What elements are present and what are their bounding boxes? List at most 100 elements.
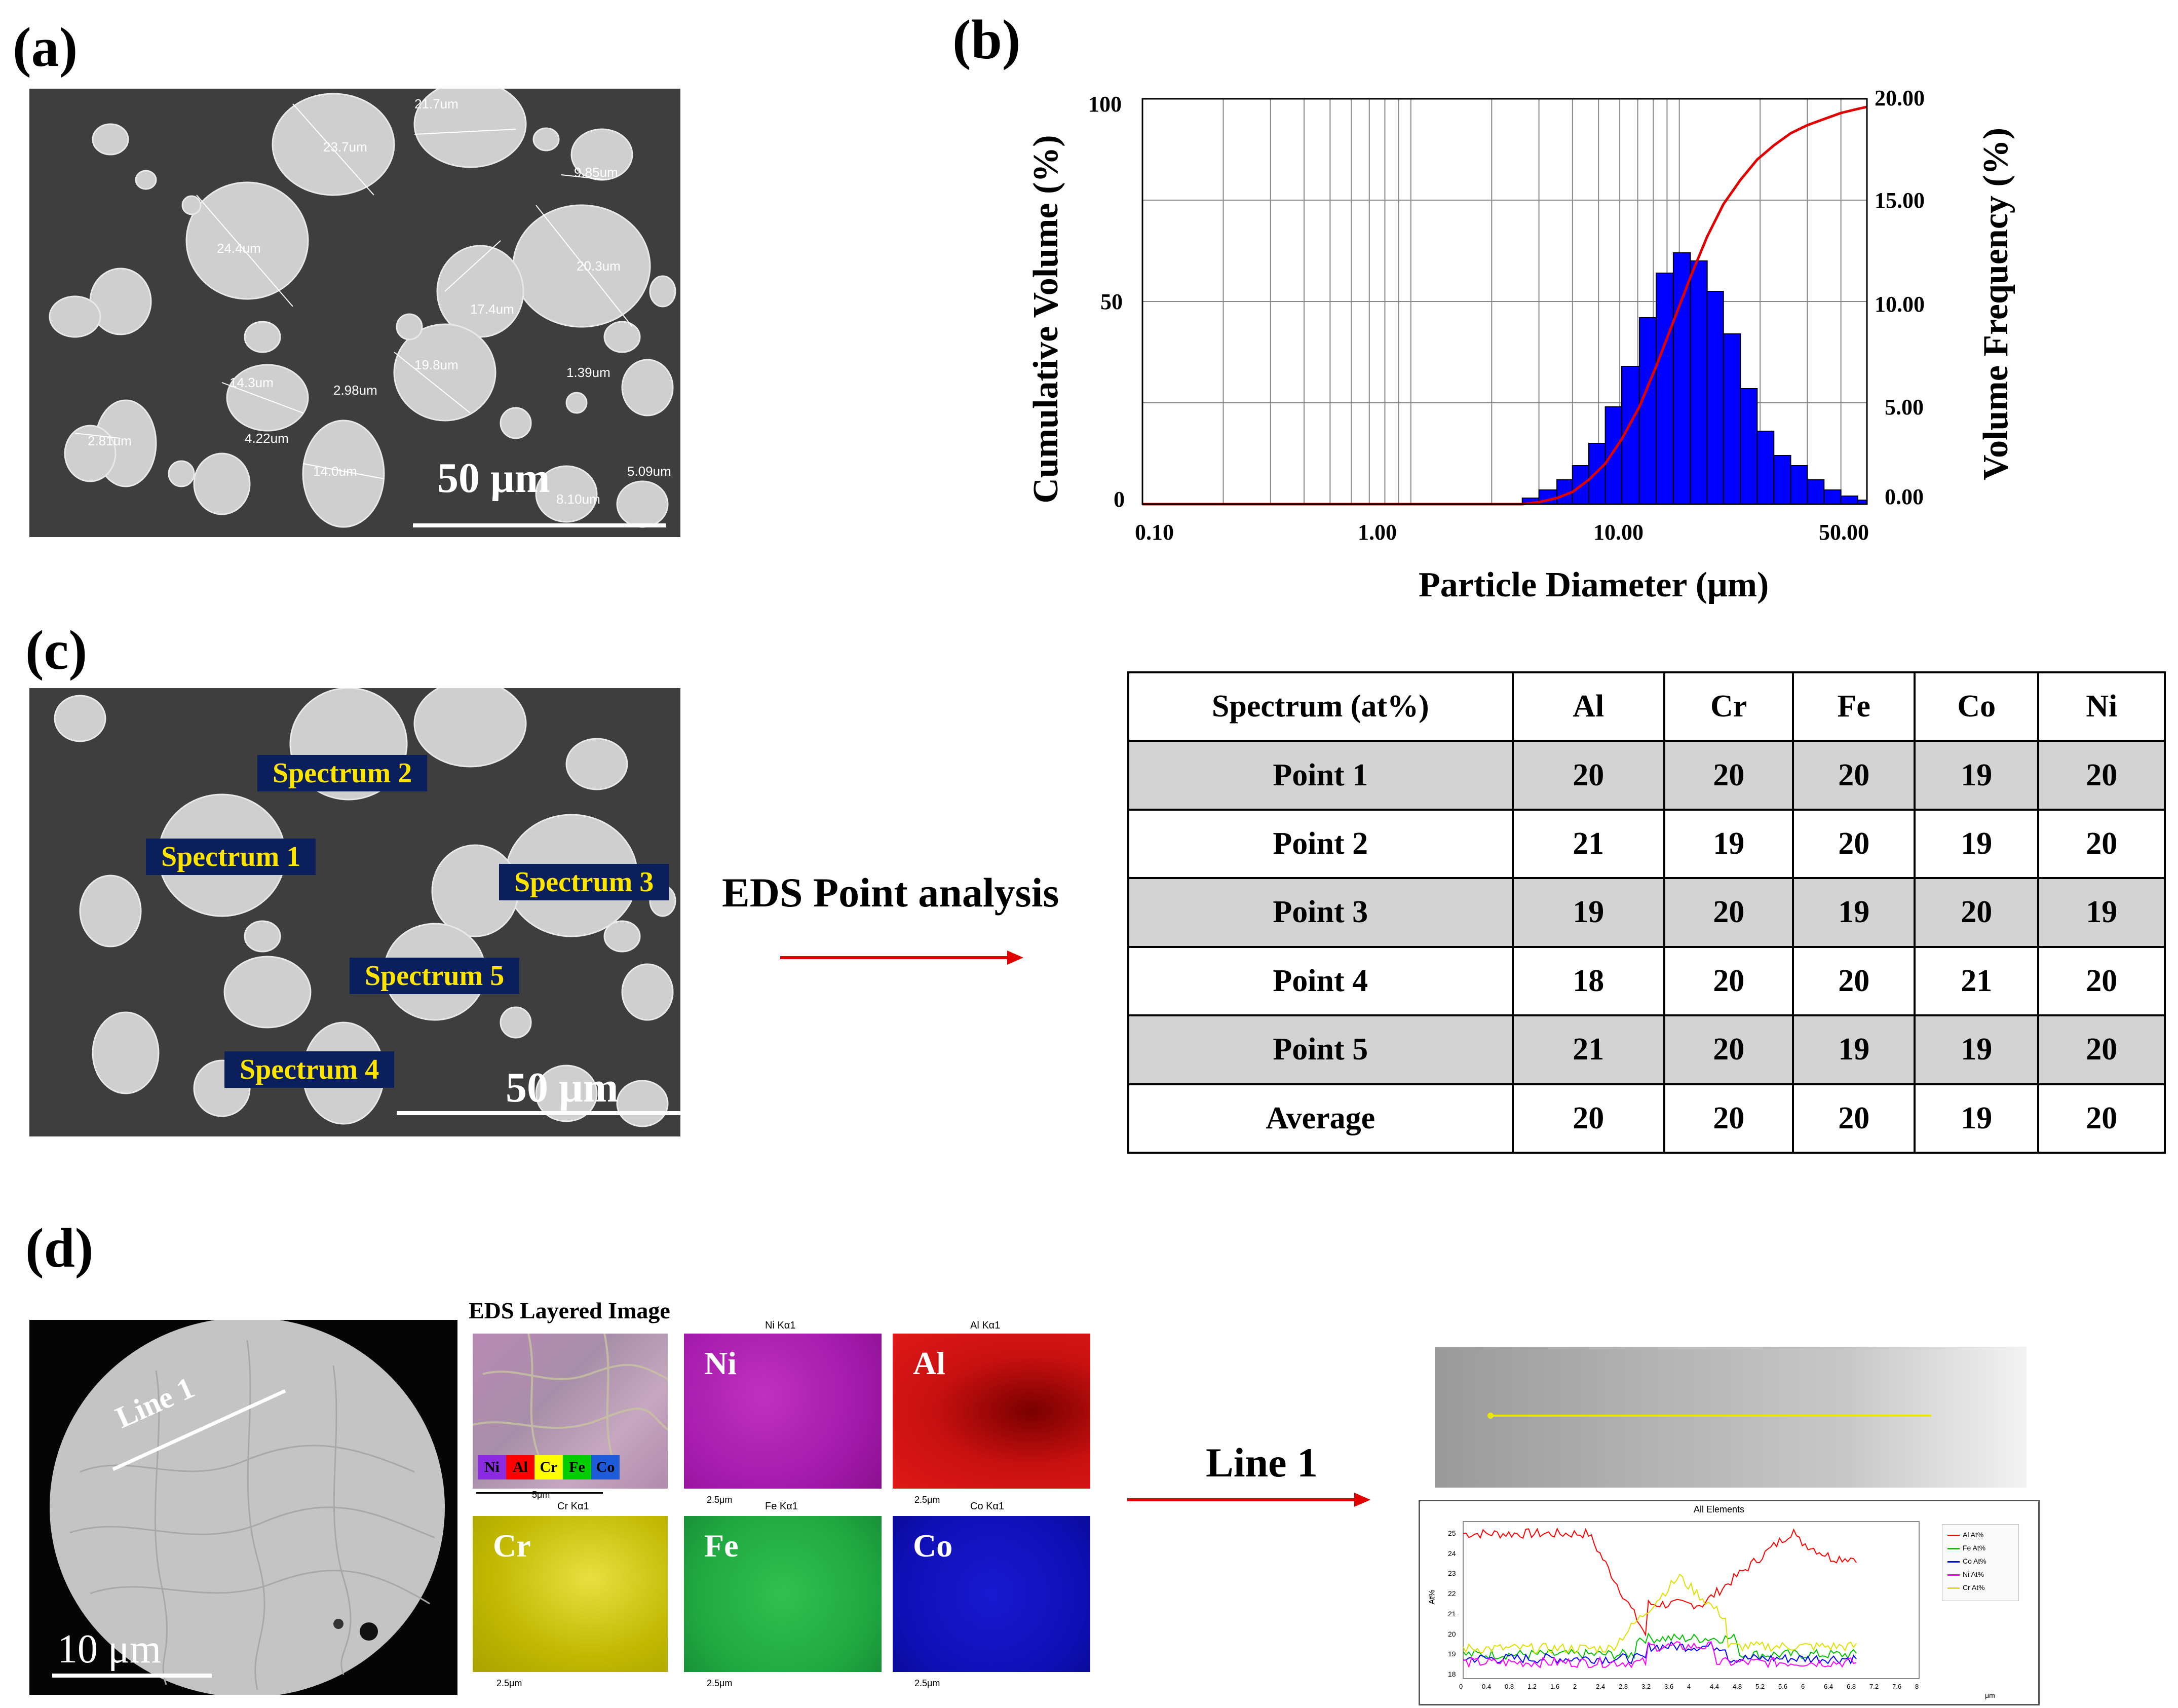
linescan-x-tick: 4.8: [1733, 1683, 1742, 1690]
map-label-cr: Cr: [493, 1528, 531, 1564]
legend-text: Fe At%: [1963, 1544, 1986, 1552]
sem-image-a: 21.7um 23.7um 24.4um 9.85um 20.3um 17.4u…: [29, 89, 680, 537]
linescan-x-tick: 3.6: [1664, 1683, 1674, 1690]
table-cell: Point 4: [1127, 945, 1514, 1017]
legend-chip-cr: Cr: [534, 1455, 563, 1479]
table-cell: 20: [1663, 740, 1794, 811]
linescan-ylabel: At%: [1428, 1589, 1437, 1605]
spectrum-tag-1: Spectrum 1: [146, 839, 316, 875]
table-cell: 20: [1511, 1083, 1665, 1154]
legend-text: Ni At%: [1963, 1570, 1984, 1578]
table-cell: 20: [1792, 808, 1916, 880]
y-axis-label: Cumulative Volume (%): [1026, 135, 1065, 504]
measure-label: 9.85um: [574, 165, 618, 180]
map-scale-fe: 2.5μm: [707, 1678, 733, 1688]
table-cell: Point 5: [1127, 1014, 1514, 1085]
table-cell: 19: [1792, 1014, 1916, 1085]
linescan-series-line: [1463, 1527, 1857, 1637]
legend-chip-ni: Ni: [478, 1455, 506, 1479]
table-header-row: Spectrum (at%) Al Cr Fe Co Ni: [1127, 671, 2166, 742]
linescan-x-tick: 0: [1459, 1683, 1463, 1690]
linescan-y-tick: 20: [1448, 1629, 1456, 1638]
linescan-xunit: μm: [1985, 1691, 1995, 1699]
y2-tick-label: 15.00: [1875, 188, 1925, 213]
measure-label: 5.09um: [627, 464, 671, 479]
table-cell: 20: [2037, 808, 2166, 880]
histogram-bar: [1638, 317, 1657, 505]
linescan-x-tick: 7.6: [1892, 1683, 1902, 1690]
linescan-y-tick: 25: [1448, 1529, 1456, 1537]
panel-label-b: (b): [952, 9, 1021, 70]
table-row: Point 4 18 20 20 21 20: [1127, 945, 2166, 1017]
linescan-y-tick: 22: [1448, 1589, 1456, 1598]
table-cell: 20: [1792, 1083, 1916, 1154]
map-label-fe: Fe: [704, 1528, 739, 1564]
table-cell: 20: [1663, 945, 1794, 1017]
table-header: Cr: [1663, 671, 1794, 742]
table-cell: 19: [1913, 808, 2040, 880]
table-cell: 20: [1663, 877, 1794, 948]
measure-label: 8.10um: [556, 491, 600, 507]
table-cell: Point 1: [1127, 740, 1514, 811]
table-cell: 19: [1792, 877, 1916, 948]
eds-layered-title: EDS Layered Image: [469, 1298, 670, 1323]
table-cell: Average: [1127, 1083, 1514, 1154]
table-header: Ni: [2037, 671, 2166, 742]
linescan-x-tick: 3.2: [1641, 1683, 1651, 1690]
table-cell: 19: [1913, 740, 2040, 811]
measure-label: 21.7um: [414, 96, 458, 111]
scale-label-d: 10 μm: [57, 1627, 162, 1672]
table-header: Co: [1913, 671, 2040, 742]
table-cell: 20: [1663, 1083, 1794, 1154]
legend-swatch: [1947, 1574, 1960, 1576]
table-cell: 21: [1913, 945, 2040, 1017]
table-cell: 20: [1792, 945, 1916, 1017]
arrow-d: [1127, 1493, 1370, 1507]
legend-swatch: [1947, 1534, 1960, 1536]
histogram-bar: [1706, 291, 1724, 505]
legend-swatch: [1947, 1587, 1960, 1589]
map-ni: Ni: [684, 1334, 882, 1489]
x-tick-label: 0.10: [1135, 520, 1174, 545]
y-tick-label: 100: [1088, 92, 1122, 117]
x-tick-label: 10.00: [1593, 520, 1644, 545]
map-title-ni: Ni Kα1: [765, 1320, 796, 1331]
linescan-title: All Elements: [1694, 1504, 1745, 1514]
map-label-ni: Ni: [704, 1345, 737, 1381]
table-cell: 19: [1913, 1083, 2040, 1154]
measure-label: 14.0um: [313, 464, 357, 479]
table-row: Average 20 20 20 19 20: [1127, 1083, 2166, 1154]
scale-label-c: 50 μm: [506, 1064, 619, 1111]
particle-svg: [50, 1320, 445, 1695]
spectrum-tag-3: Spectrum 3: [499, 864, 669, 900]
measure-label: 1.39um: [566, 365, 610, 380]
layered-scale: 5μm: [532, 1490, 550, 1500]
histogram-bar: [1588, 443, 1606, 505]
line1-arrow-label: Line 1: [1206, 1439, 1318, 1486]
map-al: Al: [893, 1334, 1090, 1489]
table-cell: 19: [1511, 877, 1665, 948]
spectrum-tag-4: Spectrum 4: [224, 1051, 395, 1088]
table-cell: 19: [1913, 1014, 2040, 1085]
layered-texture: [473, 1334, 668, 1466]
linescan-x-tick: 4: [1687, 1683, 1691, 1690]
scale-bar-a: [413, 523, 666, 527]
sem-image-c: Spectrum 2 Spectrum 1 Spectrum 3 Spectru…: [29, 688, 680, 1136]
linescan-y-tick: 24: [1448, 1549, 1456, 1558]
y-tick-label: 50: [1100, 289, 1123, 314]
eds-point-analysis-label: EDS Point analysis: [722, 869, 1059, 916]
table-cell: 20: [1913, 877, 2040, 948]
x-axis-label: Particle Diameter (μm): [1419, 565, 1769, 604]
table-cell: 21: [1511, 808, 1665, 880]
linescan-legend-item: Al At%: [1947, 1531, 1983, 1539]
table-cell: Point 3: [1127, 877, 1514, 948]
table-header: Fe: [1792, 671, 1916, 742]
chart-b: 0.10 1.00 10.00 50.00 Particle Diameter …: [963, 76, 2103, 633]
y2-axis-label: Volume Frequency (%): [1976, 127, 2015, 481]
linescan-legend-item: Cr At%: [1947, 1583, 1985, 1591]
linescan-chart: All Elements At% 25 24 23 22 21 20 19 18 0 0.4 0.…: [1419, 1500, 2040, 1705]
y2-tick-label: 10.00: [1875, 292, 1925, 317]
linescan-x-tick: 2: [1573, 1683, 1577, 1690]
histogram-bar: [1690, 260, 1708, 505]
map-title-cr: Cr Kα1: [557, 1501, 589, 1512]
